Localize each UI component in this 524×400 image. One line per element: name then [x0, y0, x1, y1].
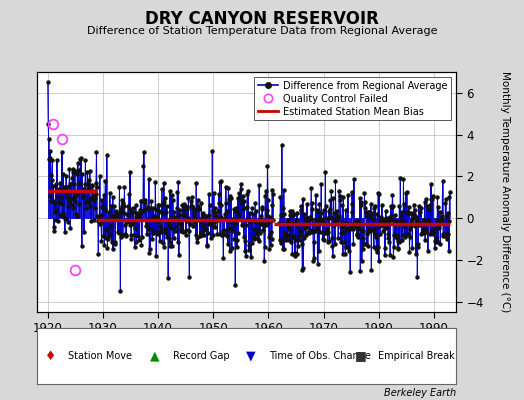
Text: Station Move: Station Move [68, 351, 132, 361]
Text: Time of Obs. Change: Time of Obs. Change [269, 351, 371, 361]
Y-axis label: Monthly Temperature Anomaly Difference (°C): Monthly Temperature Anomaly Difference (… [500, 71, 510, 313]
Text: Record Gap: Record Gap [173, 351, 230, 361]
Text: ■: ■ [355, 350, 367, 362]
Text: Difference of Station Temperature Data from Regional Average: Difference of Station Temperature Data f… [87, 26, 437, 36]
Text: Empirical Break: Empirical Break [378, 351, 455, 361]
Text: ▼: ▼ [246, 350, 256, 362]
Text: DRY CANYON RESERVOIR: DRY CANYON RESERVOIR [145, 10, 379, 28]
Text: ▲: ▲ [150, 350, 159, 362]
Text: ♦: ♦ [45, 350, 56, 362]
Text: Berkeley Earth: Berkeley Earth [384, 388, 456, 398]
Legend: Difference from Regional Average, Quality Control Failed, Estimated Station Mean: Difference from Regional Average, Qualit… [255, 77, 451, 120]
